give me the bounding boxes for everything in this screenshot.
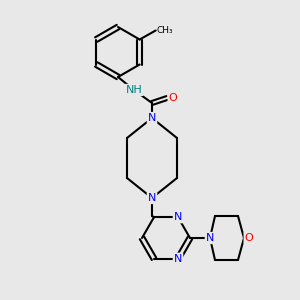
Text: N: N: [206, 233, 214, 243]
Text: N: N: [174, 212, 182, 222]
Text: O: O: [244, 233, 253, 243]
Text: N: N: [148, 193, 156, 203]
Text: O: O: [169, 93, 177, 103]
Text: N: N: [174, 254, 182, 264]
Text: NH: NH: [126, 85, 142, 95]
Text: CH₃: CH₃: [157, 26, 173, 35]
Text: N: N: [148, 113, 156, 123]
